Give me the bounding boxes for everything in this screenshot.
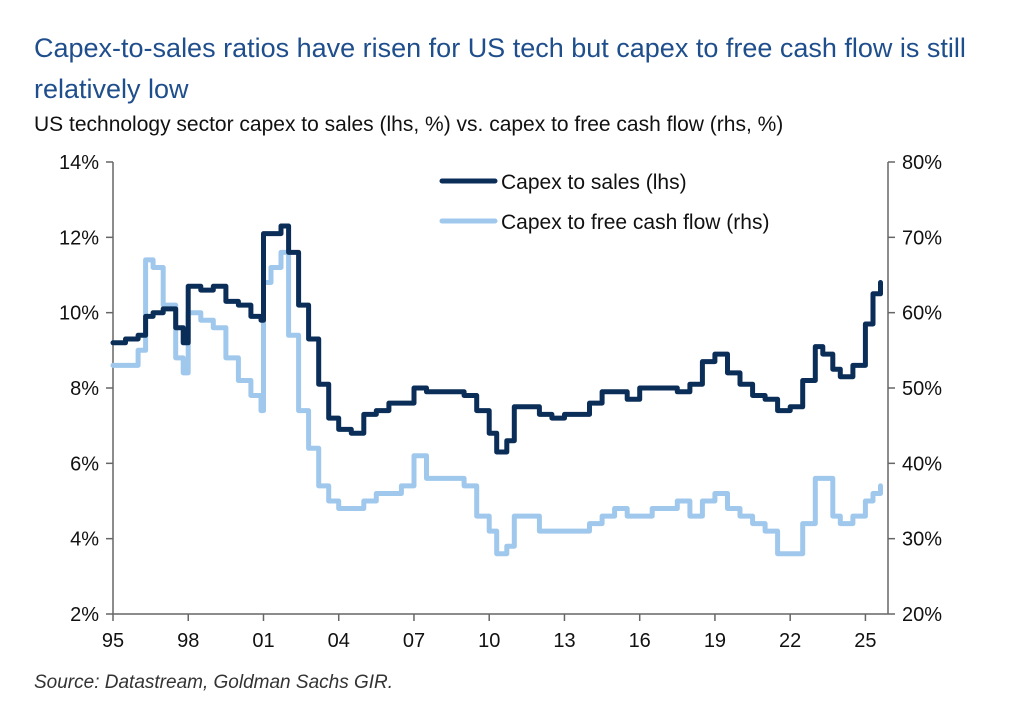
x-tick-label: 04 bbox=[328, 630, 350, 652]
right-tick-label: 60% bbox=[902, 303, 942, 325]
axes-group: 2% 4% 6% 8% 10% 12% 14% 20% 30% 40% 50% 60% 70% 80% 95… bbox=[59, 152, 942, 652]
left-tick-label: 6% bbox=[70, 453, 99, 475]
series-line-capex-to-fcf bbox=[110, 249, 883, 557]
legend-label-capex-to-fcf: Capex to free cash flow (rhs) bbox=[501, 211, 769, 234]
x-tick-label: 10 bbox=[478, 630, 500, 652]
left-tick-label: 2% bbox=[70, 604, 99, 626]
right-tick-label: 20% bbox=[902, 604, 942, 626]
series-line-capex-to-sales bbox=[110, 223, 883, 455]
left-tick-label: 12% bbox=[59, 227, 99, 249]
right-tick-label: 80% bbox=[902, 152, 942, 174]
legend-label-capex-to-sales: Capex to sales (lhs) bbox=[501, 171, 687, 194]
right-tick-label: 40% bbox=[902, 453, 942, 475]
x-tick-label: 98 bbox=[177, 630, 199, 652]
right-tick-label: 30% bbox=[902, 529, 942, 551]
x-tick-label: 25 bbox=[854, 630, 876, 652]
left-tick-label: 4% bbox=[70, 529, 99, 551]
left-tick-label: 8% bbox=[70, 378, 99, 400]
x-tick-label: 95 bbox=[102, 630, 124, 652]
x-tick-label: 22 bbox=[779, 630, 801, 652]
left-tick-label: 14% bbox=[59, 152, 99, 174]
x-tick-label: 19 bbox=[704, 630, 726, 652]
x-tick-label: 16 bbox=[629, 630, 651, 652]
right-tick-label: 50% bbox=[902, 378, 942, 400]
right-tick-label: 70% bbox=[902, 227, 942, 249]
x-tick-label: 07 bbox=[403, 630, 425, 652]
source-note: Source: Datastream, Goldman Sachs GIR. bbox=[34, 672, 394, 693]
legend: Capex to sales (lhs) Capex to free cash … bbox=[439, 171, 769, 234]
series-group bbox=[110, 223, 883, 557]
left-tick-label: 10% bbox=[59, 303, 99, 325]
x-tick-label: 01 bbox=[252, 630, 274, 652]
chart-subtitle: US technology sector capex to sales (lhs… bbox=[34, 113, 784, 136]
chart-title: Capex-to-sales ratios have risen for US … bbox=[34, 33, 966, 104]
x-tick-label: 13 bbox=[553, 630, 575, 652]
